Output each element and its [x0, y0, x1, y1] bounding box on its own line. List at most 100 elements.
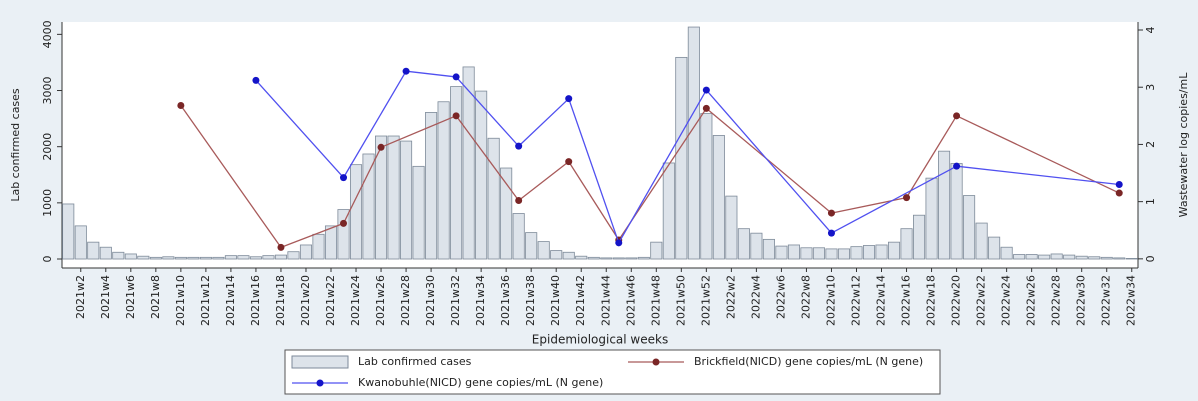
line-marker — [277, 243, 285, 251]
bar — [1000, 246, 1013, 260]
line-segment — [618, 89, 707, 244]
line-marker — [377, 143, 385, 151]
line-segment — [255, 79, 344, 179]
x-tick-label: 2021w32 — [449, 275, 462, 326]
bar — [850, 246, 863, 260]
line-segment — [956, 115, 1120, 194]
bar — [525, 232, 538, 260]
bar — [62, 203, 75, 260]
line-segment — [831, 165, 957, 234]
x-tick-label: 2022w18 — [925, 275, 938, 326]
line-marker — [565, 95, 573, 103]
bar — [212, 256, 225, 260]
bar — [887, 241, 901, 260]
x-tick-label: 2021w34 — [474, 275, 487, 326]
line-marker — [340, 174, 348, 182]
x-axis-title: Epidemiological weeks — [532, 333, 668, 347]
line-segment — [455, 115, 520, 201]
bar — [675, 56, 688, 260]
x-tick-label: 2022w8 — [799, 275, 812, 319]
legend-marker — [652, 358, 660, 366]
bar — [1100, 256, 1113, 260]
bar — [700, 113, 713, 260]
line-marker — [452, 112, 460, 120]
bar — [412, 165, 425, 260]
x-tick-label: 2021w16 — [249, 275, 262, 326]
legend-label: Lab confirmed cases — [358, 355, 472, 368]
x-tick-label: 2022w34 — [1125, 275, 1138, 326]
y2-tick-label: 0 — [1144, 255, 1157, 262]
legend-swatch — [291, 355, 349, 369]
bar — [537, 241, 550, 260]
x-tick-label: 2022w12 — [849, 275, 862, 326]
bar — [1113, 257, 1126, 260]
x-tick-label: 2021w28 — [399, 275, 412, 326]
y-tick-label: 4000 — [41, 20, 54, 48]
y-tick-label: 2000 — [41, 133, 54, 161]
bar — [1088, 256, 1101, 260]
bar — [137, 255, 150, 260]
bar — [462, 66, 475, 260]
bar — [500, 167, 513, 260]
bar — [988, 236, 1001, 260]
bar — [913, 214, 926, 260]
bar — [387, 135, 400, 260]
bar — [963, 195, 976, 260]
bar — [625, 257, 638, 260]
line-segment — [518, 161, 570, 202]
bar — [1075, 255, 1088, 260]
line-marker — [827, 209, 835, 217]
x-tick-label: 2021w22 — [324, 275, 337, 326]
bar — [587, 256, 600, 260]
x-tick-label: 2021w46 — [624, 275, 637, 326]
bar — [737, 228, 750, 260]
line-segment — [342, 70, 407, 178]
bar — [74, 225, 87, 260]
bar — [725, 195, 738, 260]
x-tick-label: 2021w8 — [149, 275, 162, 319]
line-segment — [956, 165, 1120, 186]
bar — [1013, 254, 1026, 260]
bar — [550, 250, 563, 260]
x-tick-label: 2021w40 — [549, 275, 562, 326]
x-tick-label: 2021w4 — [99, 275, 112, 319]
bar — [437, 101, 450, 260]
x-tick-label: 2021w52 — [699, 275, 712, 326]
bar — [662, 162, 675, 260]
y2-tick-label: 2 — [1144, 141, 1157, 148]
bar — [938, 150, 951, 260]
bar — [650, 241, 663, 260]
y-tick-label: 0 — [41, 256, 54, 263]
line-marker — [452, 73, 460, 81]
bar — [262, 255, 275, 260]
x-tick-label: 2021w42 — [574, 275, 587, 326]
y-tick-label: 3000 — [41, 77, 54, 105]
y2-tick-label: 1 — [1144, 198, 1157, 205]
x-tick-label: 2021w48 — [649, 275, 662, 326]
x-tick-label: 2022w4 — [749, 275, 762, 319]
y2-tick-label: 3 — [1144, 84, 1157, 91]
bar — [637, 256, 650, 260]
bar — [149, 256, 162, 260]
line-marker — [702, 86, 710, 94]
bar — [1038, 254, 1051, 260]
bar — [1050, 253, 1063, 260]
line-marker — [903, 194, 911, 202]
y2-tick-label: 4 — [1144, 27, 1157, 34]
x-tick-label: 2022w16 — [900, 275, 913, 326]
line-marker — [402, 67, 410, 75]
bar — [925, 177, 938, 260]
line-segment — [280, 222, 344, 249]
line-segment — [405, 70, 457, 78]
line-segment — [342, 147, 382, 224]
bar — [775, 245, 788, 260]
x-tick-label: 2022w30 — [1075, 275, 1088, 326]
bar — [837, 248, 851, 260]
line-segment — [705, 89, 832, 234]
bar — [712, 135, 725, 260]
bar — [287, 251, 300, 260]
x-tick-label: 2022w10 — [824, 275, 837, 326]
bar — [337, 209, 350, 260]
line-marker — [1115, 189, 1123, 197]
x-tick-label: 2021w50 — [674, 275, 687, 326]
